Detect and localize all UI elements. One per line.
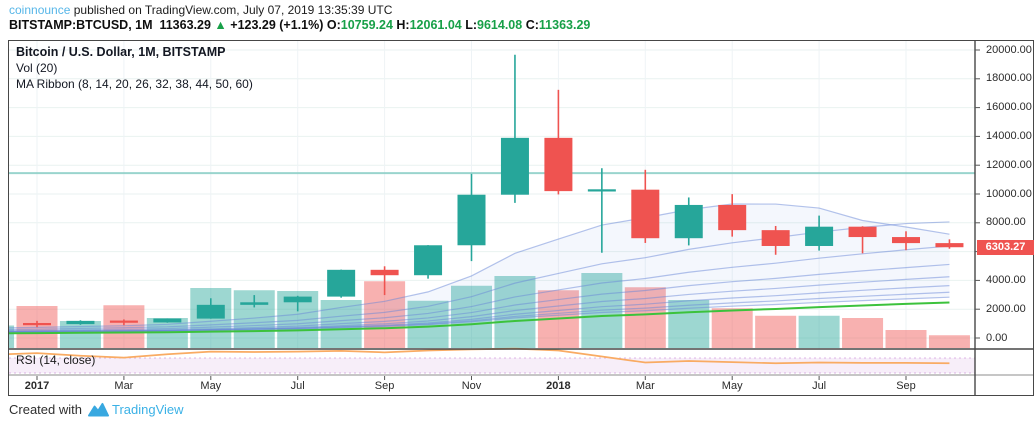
candlesticks[interactable]: [9, 54, 964, 328]
price-axis-label: 14000.00: [986, 129, 1032, 142]
rsi-study-label[interactable]: RSI (14, close): [16, 353, 96, 367]
close-value: 11363.29: [538, 18, 591, 32]
time-axis-label: May: [200, 380, 222, 392]
chart-canvas[interactable]: [9, 41, 1033, 395]
time-axis-label: Jul: [812, 380, 827, 392]
price-axis-label: 18000.00: [986, 72, 1032, 85]
tradingview-logo-icon[interactable]: [87, 402, 109, 417]
time-axis-label: Sep: [896, 380, 916, 392]
last-price: 11363.29: [159, 18, 211, 32]
time-axis-label: 2018: [546, 380, 571, 392]
low-label: L:: [465, 18, 478, 32]
gridlines: [9, 41, 975, 349]
author-link[interactable]: coinnounce: [9, 3, 71, 17]
open-label: O:: [326, 18, 341, 32]
price-axis-label: 16000.00: [986, 101, 1032, 114]
time-axis-label: May: [721, 380, 743, 392]
chart-frame: Bitcoin / U.S. Dollar, 1M, BITSTAMP Vol …: [8, 40, 1034, 396]
low-value: 9614.08: [477, 18, 523, 32]
symbol-status-line: BITSTAMP:BTCUSD, 1M 11363.29 ▲ +123.29 (…: [9, 18, 590, 32]
close-label: C:: [525, 18, 539, 32]
price-axis-label: 10000.00: [986, 187, 1032, 200]
price-axis-label: 12000.00: [986, 158, 1032, 171]
time-axis-label: Jul: [290, 380, 305, 392]
high-label: H:: [396, 18, 410, 32]
time-axis-label: Nov: [461, 380, 482, 392]
price-axis-label: 20000.00: [986, 43, 1032, 56]
axis-ticks: [36, 49, 980, 380]
price-axis-label: 4000.00: [986, 273, 1026, 286]
price-change: +123.29 (+1.1%): [230, 18, 324, 32]
high-value: 12061.04: [409, 18, 462, 32]
last-price-badge: 6303.27: [977, 239, 1034, 255]
price-axis-label: 0.00: [986, 331, 1008, 344]
pane-borders: [9, 41, 1033, 395]
legend-ma-ribbon-study[interactable]: MA Ribbon (8, 14, 20, 26, 32, 38, 44, 50…: [16, 77, 253, 91]
chart-legend: Bitcoin / U.S. Dollar, 1M, BITSTAMP Vol …: [16, 45, 253, 91]
created-with-text: Created with: [9, 402, 82, 417]
ma-ribbon-lines: [9, 203, 950, 335]
tradingview-brand-link[interactable]: TradingView: [111, 402, 184, 417]
price-axis-label: 2000.00: [986, 302, 1026, 315]
published-text: published on TradingView.com, July 07, 2…: [70, 3, 393, 17]
legend-symbol-title[interactable]: Bitcoin / U.S. Dollar, 1M, BITSTAMP: [16, 45, 226, 59]
publish-info-line: coinnounce published on TradingView.com,…: [9, 3, 590, 17]
time-axis-label: Mar: [114, 380, 134, 392]
time-axis-label: Sep: [374, 380, 395, 392]
symbol-name[interactable]: BITSTAMP:BTCUSD, 1M: [9, 18, 153, 32]
up-arrow-icon: ▲: [214, 18, 227, 32]
price-axis-label: 8000.00: [986, 216, 1026, 229]
rsi-pane: [9, 347, 975, 374]
publish-header: coinnounce published on TradingView.com,…: [9, 3, 590, 32]
time-axis-label: 2017: [24, 380, 50, 392]
open-value: 10759.24: [340, 18, 393, 32]
time-axis-label: Mar: [635, 380, 655, 392]
legend-volume-study[interactable]: Vol (20): [16, 61, 58, 75]
footer: Created with TradingView: [9, 402, 184, 417]
